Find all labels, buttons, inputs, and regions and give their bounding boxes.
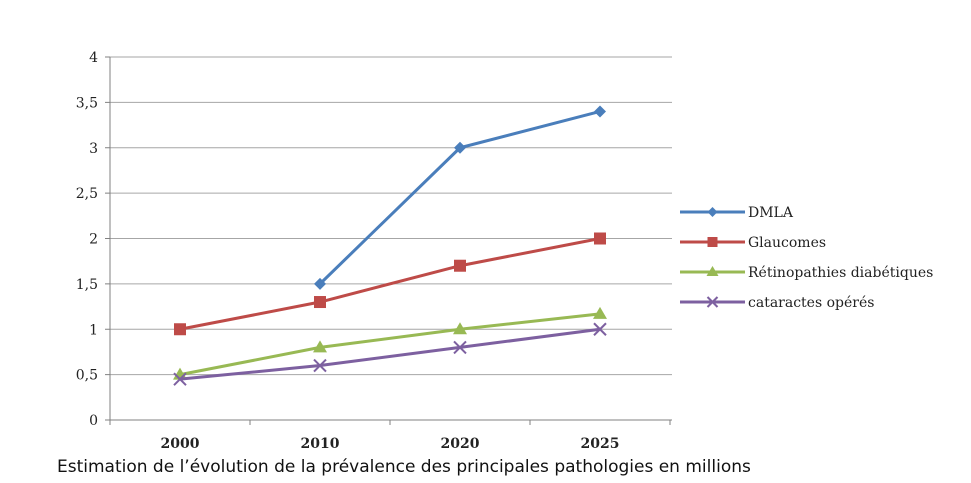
series-dmla bbox=[314, 105, 606, 290]
series-group bbox=[173, 105, 607, 386]
series-cataractes-op-r-s bbox=[173, 322, 607, 386]
y-tick-label: 0 bbox=[89, 413, 98, 429]
legend-item: DMLA bbox=[680, 205, 794, 221]
y-tick-label: 0,5 bbox=[76, 368, 98, 384]
y-tick-label: 3,5 bbox=[76, 95, 98, 111]
data-point bbox=[453, 340, 467, 355]
series-glaucomes bbox=[174, 232, 606, 336]
y-tick-label: 2 bbox=[89, 232, 98, 248]
x-tick-label: 2025 bbox=[581, 436, 620, 452]
axes bbox=[105, 56, 672, 425]
series-line bbox=[179, 237, 601, 331]
x-tick-label: 2000 bbox=[161, 436, 200, 452]
data-point bbox=[594, 105, 606, 118]
y-tick-label: 2,5 bbox=[76, 186, 98, 202]
y-tick-label: 1,5 bbox=[76, 277, 98, 293]
data-point bbox=[454, 141, 466, 154]
legend-item: Rétinopathies diabétiques bbox=[680, 265, 933, 281]
line-chart: 0 0,5 1 1,5 2 2,5 3 3,5 4 2000 2010 2020 2025 DMLA G… bbox=[76, 50, 934, 452]
data-point bbox=[706, 266, 719, 276]
data-point bbox=[707, 237, 718, 247]
legend-item: cataractes opérés bbox=[680, 295, 874, 311]
data-point bbox=[593, 306, 607, 319]
series-line bbox=[179, 312, 601, 377]
y-tick-label: 4 bbox=[89, 50, 98, 66]
y-tick-label: 3 bbox=[89, 141, 98, 157]
data-point bbox=[707, 207, 718, 217]
x-axis-ticks: 2000 2010 2020 2025 bbox=[161, 436, 620, 452]
legend-label: cataractes opérés bbox=[748, 295, 874, 311]
y-tick-label: 1 bbox=[89, 322, 98, 338]
y-axis-ticks: 0 0,5 1 1,5 2 2,5 3 3,5 4 bbox=[76, 50, 98, 429]
data-point bbox=[314, 296, 326, 309]
data-point bbox=[313, 358, 327, 373]
data-point bbox=[174, 323, 186, 336]
legend-item: Glaucomes bbox=[680, 235, 826, 251]
chart-caption: Estimation de l’évolution de la prévalen… bbox=[57, 457, 751, 477]
data-point bbox=[314, 277, 326, 290]
legend-label: Glaucomes bbox=[748, 235, 826, 251]
data-point bbox=[173, 372, 187, 386]
series-line bbox=[318, 109, 601, 285]
legend-label: DMLA bbox=[748, 205, 794, 221]
legend: DMLA Glaucomes Rétinopathies diabétiques ca… bbox=[680, 205, 933, 311]
series-line bbox=[179, 327, 601, 381]
data-point bbox=[454, 259, 466, 272]
x-tick-label: 2020 bbox=[441, 436, 480, 452]
data-point bbox=[593, 322, 607, 336]
x-tick-label: 2010 bbox=[301, 436, 340, 452]
data-point bbox=[313, 340, 327, 353]
legend-label: Rétinopathies diabétiques bbox=[748, 265, 933, 281]
data-point bbox=[453, 322, 467, 335]
data-point bbox=[594, 232, 606, 245]
data-point bbox=[706, 296, 719, 308]
